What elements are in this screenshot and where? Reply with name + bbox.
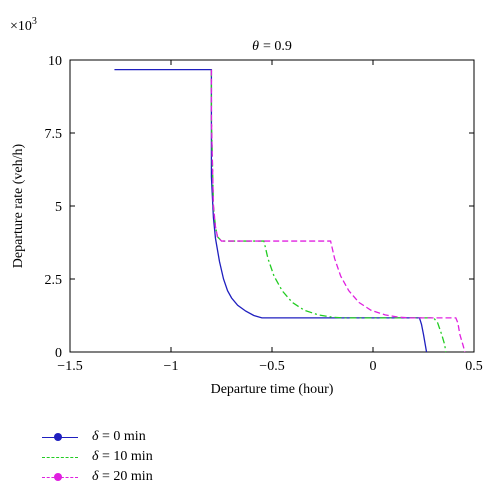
x-tick-label: −1 bbox=[164, 359, 179, 374]
series-line-0 bbox=[114, 68, 428, 353]
x-tick-label: −1.5 bbox=[57, 359, 82, 374]
title-symbol: θ bbox=[252, 39, 259, 54]
legend-item-delta-0: δ = 0 min bbox=[38, 428, 238, 448]
legend-swatch-line bbox=[42, 457, 78, 458]
legend-label: δ = 0 min bbox=[92, 429, 146, 445]
legend-symbol: δ bbox=[92, 429, 99, 444]
legend-label: δ = 10 min bbox=[92, 449, 153, 465]
legend-item-delta-20: δ = 20 min bbox=[38, 468, 238, 488]
x-axis-ticks: −1.5 −1 −0.5 0 0.5 bbox=[57, 60, 483, 374]
chart-title: θ = 0.9 bbox=[252, 39, 292, 54]
legend-symbol: δ bbox=[92, 469, 99, 484]
legend-swatch-marker bbox=[54, 473, 62, 481]
series-line-1 bbox=[210, 69, 447, 353]
y-tick-label: 0 bbox=[55, 346, 62, 361]
legend-symbol: δ bbox=[92, 449, 99, 464]
title-value: = 0.9 bbox=[263, 39, 292, 54]
x-tick-label: 0.5 bbox=[465, 359, 483, 374]
series-layer bbox=[114, 68, 466, 353]
x-tick-label: −0.5 bbox=[259, 359, 284, 374]
y-multiplier: ×103 bbox=[10, 16, 37, 34]
x-axis-label: Departure time (hour) bbox=[211, 382, 334, 397]
y-multiplier-exponent: 3 bbox=[32, 16, 37, 27]
y-axis-label: Departure rate (veh/h) bbox=[11, 143, 26, 268]
y-tick-label: 7.5 bbox=[45, 127, 63, 142]
series-line-2 bbox=[210, 69, 466, 353]
plot-area bbox=[69, 59, 475, 353]
legend-item-delta-10: δ = 10 min bbox=[38, 448, 238, 468]
y-tick-label: 10 bbox=[48, 54, 62, 69]
legend-text: = 0 min bbox=[102, 429, 146, 444]
x-tick-label: 0 bbox=[370, 359, 377, 374]
legend-text: = 20 min bbox=[102, 469, 153, 484]
legend: δ = 0 min δ = 10 min δ = 20 min bbox=[38, 428, 238, 490]
y-tick-label: 5 bbox=[55, 200, 62, 215]
legend-text: = 10 min bbox=[102, 449, 153, 464]
y-axis-ticks: 0 2.5 5 7.5 10 bbox=[45, 54, 474, 361]
legend-label: δ = 20 min bbox=[92, 469, 153, 485]
y-tick-label: 2.5 bbox=[45, 273, 63, 288]
legend-swatch-marker bbox=[54, 433, 62, 441]
